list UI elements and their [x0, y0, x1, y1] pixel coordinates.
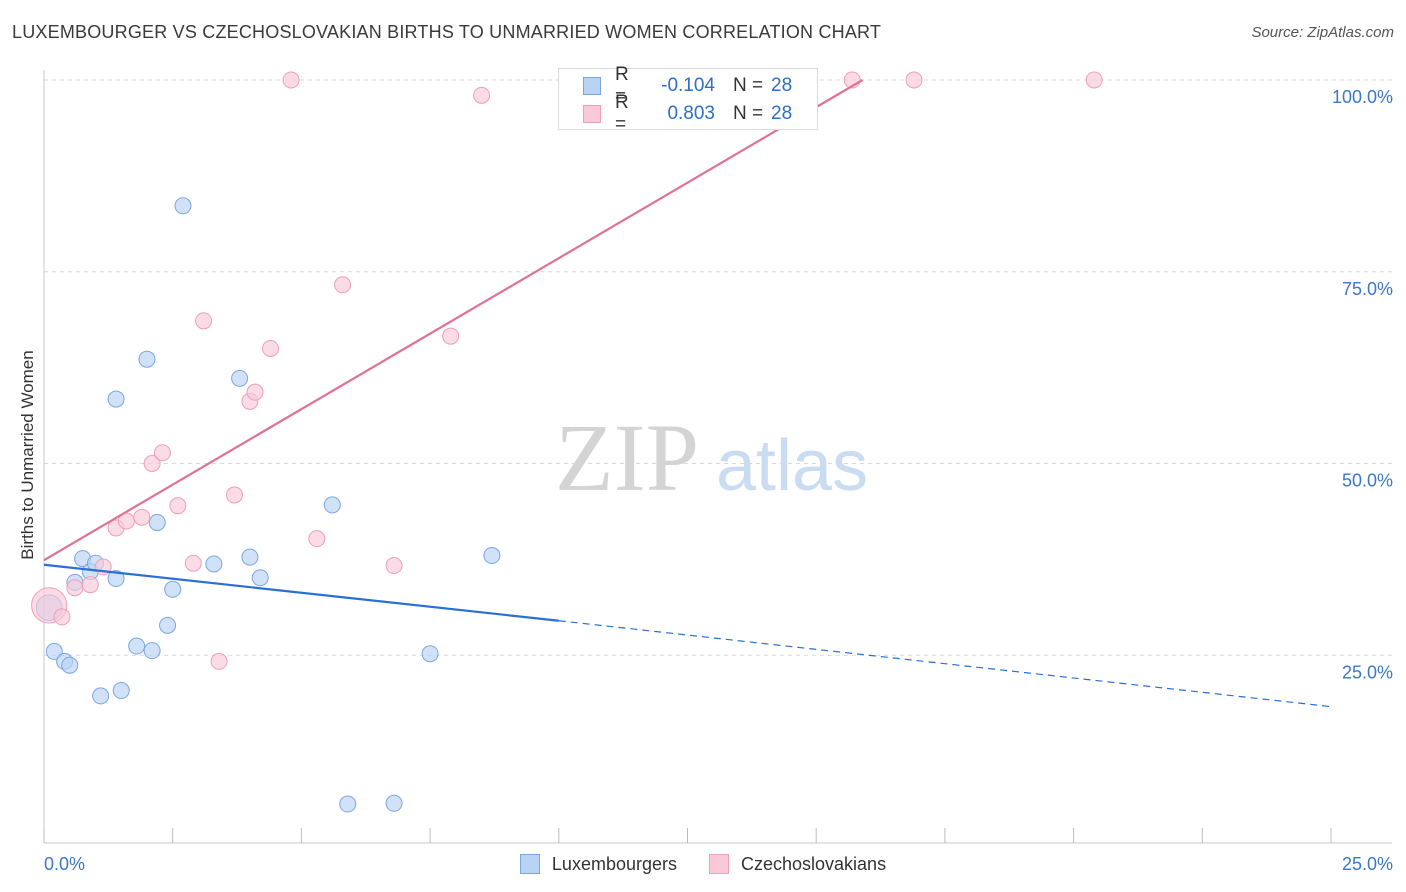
- stats-legend: R = -0.104 N = 28 R = 0.803 N = 28: [558, 64, 818, 135]
- x-tick-label: 0.0%: [44, 854, 85, 874]
- r-value: -0.104: [661, 75, 715, 96]
- trend-lines: [43, 79, 1332, 708]
- blue-point: [112, 682, 130, 700]
- pink-point: [169, 497, 187, 515]
- pink-point: [442, 327, 460, 345]
- blue-swatch: [519, 854, 540, 874]
- chart-title: LUXEMBOURGER VS CZECHOSLOVAKIAN BIRTHS T…: [12, 22, 882, 42]
- blue-trend-extension: [558, 620, 1332, 708]
- pink-point: [905, 71, 923, 89]
- n-value: 28: [771, 103, 793, 124]
- r-label: R =: [615, 64, 629, 107]
- legend-label: Czechoslovakians: [741, 853, 887, 874]
- legend-item-luxembourgers[interactable]: Luxembourgers: [519, 853, 677, 875]
- pink-point: [53, 608, 71, 626]
- pink-point: [133, 508, 151, 526]
- blue-point: [107, 570, 125, 588]
- blue-point: [61, 656, 79, 674]
- blue-point: [143, 642, 161, 660]
- pink-point: [184, 554, 202, 572]
- pink-point: [210, 652, 228, 670]
- pink-point: [334, 276, 352, 294]
- pink-swatch: [583, 105, 601, 123]
- blue-point: [159, 616, 177, 634]
- blue-point: [323, 496, 341, 514]
- pink-swatch: [709, 854, 729, 874]
- n-label: N =: [733, 103, 764, 124]
- watermark-zip: ZIP: [555, 404, 699, 511]
- pink-point: [385, 557, 403, 575]
- pink-point: [282, 71, 300, 89]
- pink-point: [246, 383, 264, 401]
- pink-trend-line: [43, 79, 864, 562]
- stats-row-luxembourgers: R = -0.104 N = 28: [583, 64, 793, 107]
- gridlines: [44, 79, 1392, 656]
- legend-label: Luxembourgers: [551, 853, 677, 874]
- pink-point: [153, 444, 171, 462]
- blue-point: [251, 569, 269, 587]
- r-value: 0.803: [667, 103, 715, 124]
- blue-trend-line: [43, 563, 559, 622]
- blue-point: [128, 637, 146, 655]
- n-value: 28: [771, 75, 793, 96]
- blue-point: [45, 642, 63, 660]
- y-tick-label: 100.0%: [1332, 87, 1393, 107]
- blue-point: [138, 350, 156, 368]
- pink-point: [473, 86, 491, 104]
- n-label: N =: [733, 75, 764, 96]
- pink-point: [225, 486, 243, 504]
- watermark: ZIP atlas: [555, 404, 868, 511]
- blue-point: [483, 547, 501, 565]
- pink-point: [81, 576, 99, 594]
- y-tick-label: 75.0%: [1342, 279, 1393, 299]
- blue-swatch: [583, 77, 601, 95]
- r-label: R =: [615, 92, 629, 135]
- blue-point: [231, 369, 249, 387]
- y-tick-label: 25.0%: [1342, 662, 1393, 682]
- blue-point: [164, 580, 182, 598]
- axes: [43, 70, 1392, 844]
- blue-point: [339, 795, 357, 813]
- watermark-atlas: atlas: [716, 426, 868, 506]
- pink-point: [1085, 71, 1103, 89]
- legend-item-czechoslovakians[interactable]: Czechoslovakians: [709, 854, 886, 875]
- pink-point: [143, 455, 161, 472]
- blue-point: [107, 390, 125, 408]
- pink-point: [308, 530, 326, 548]
- pink-point: [66, 579, 84, 597]
- x-tick-label: 25.0%: [1342, 854, 1393, 874]
- blue-point: [241, 548, 259, 566]
- blue-point: [385, 794, 403, 812]
- pink-point: [262, 339, 280, 357]
- blue-point: [205, 555, 223, 573]
- blue-point: [92, 687, 110, 705]
- stats-row-czechoslovakians: R = 0.803 N = 28: [583, 92, 793, 135]
- series-legend: Luxembourgers Czechoslovakians: [0, 850, 1406, 878]
- blue-point: [148, 514, 166, 532]
- tick-labels: 25.0% 50.0% 75.0% 100.0% 0.0% 25.0%: [44, 87, 1393, 874]
- y-tick-label: 50.0%: [1342, 471, 1393, 491]
- source-note: Source: ZipAtlas.com: [1251, 24, 1394, 41]
- blue-point: [421, 645, 439, 663]
- pink-point: [195, 312, 213, 330]
- blue-point: [174, 197, 192, 215]
